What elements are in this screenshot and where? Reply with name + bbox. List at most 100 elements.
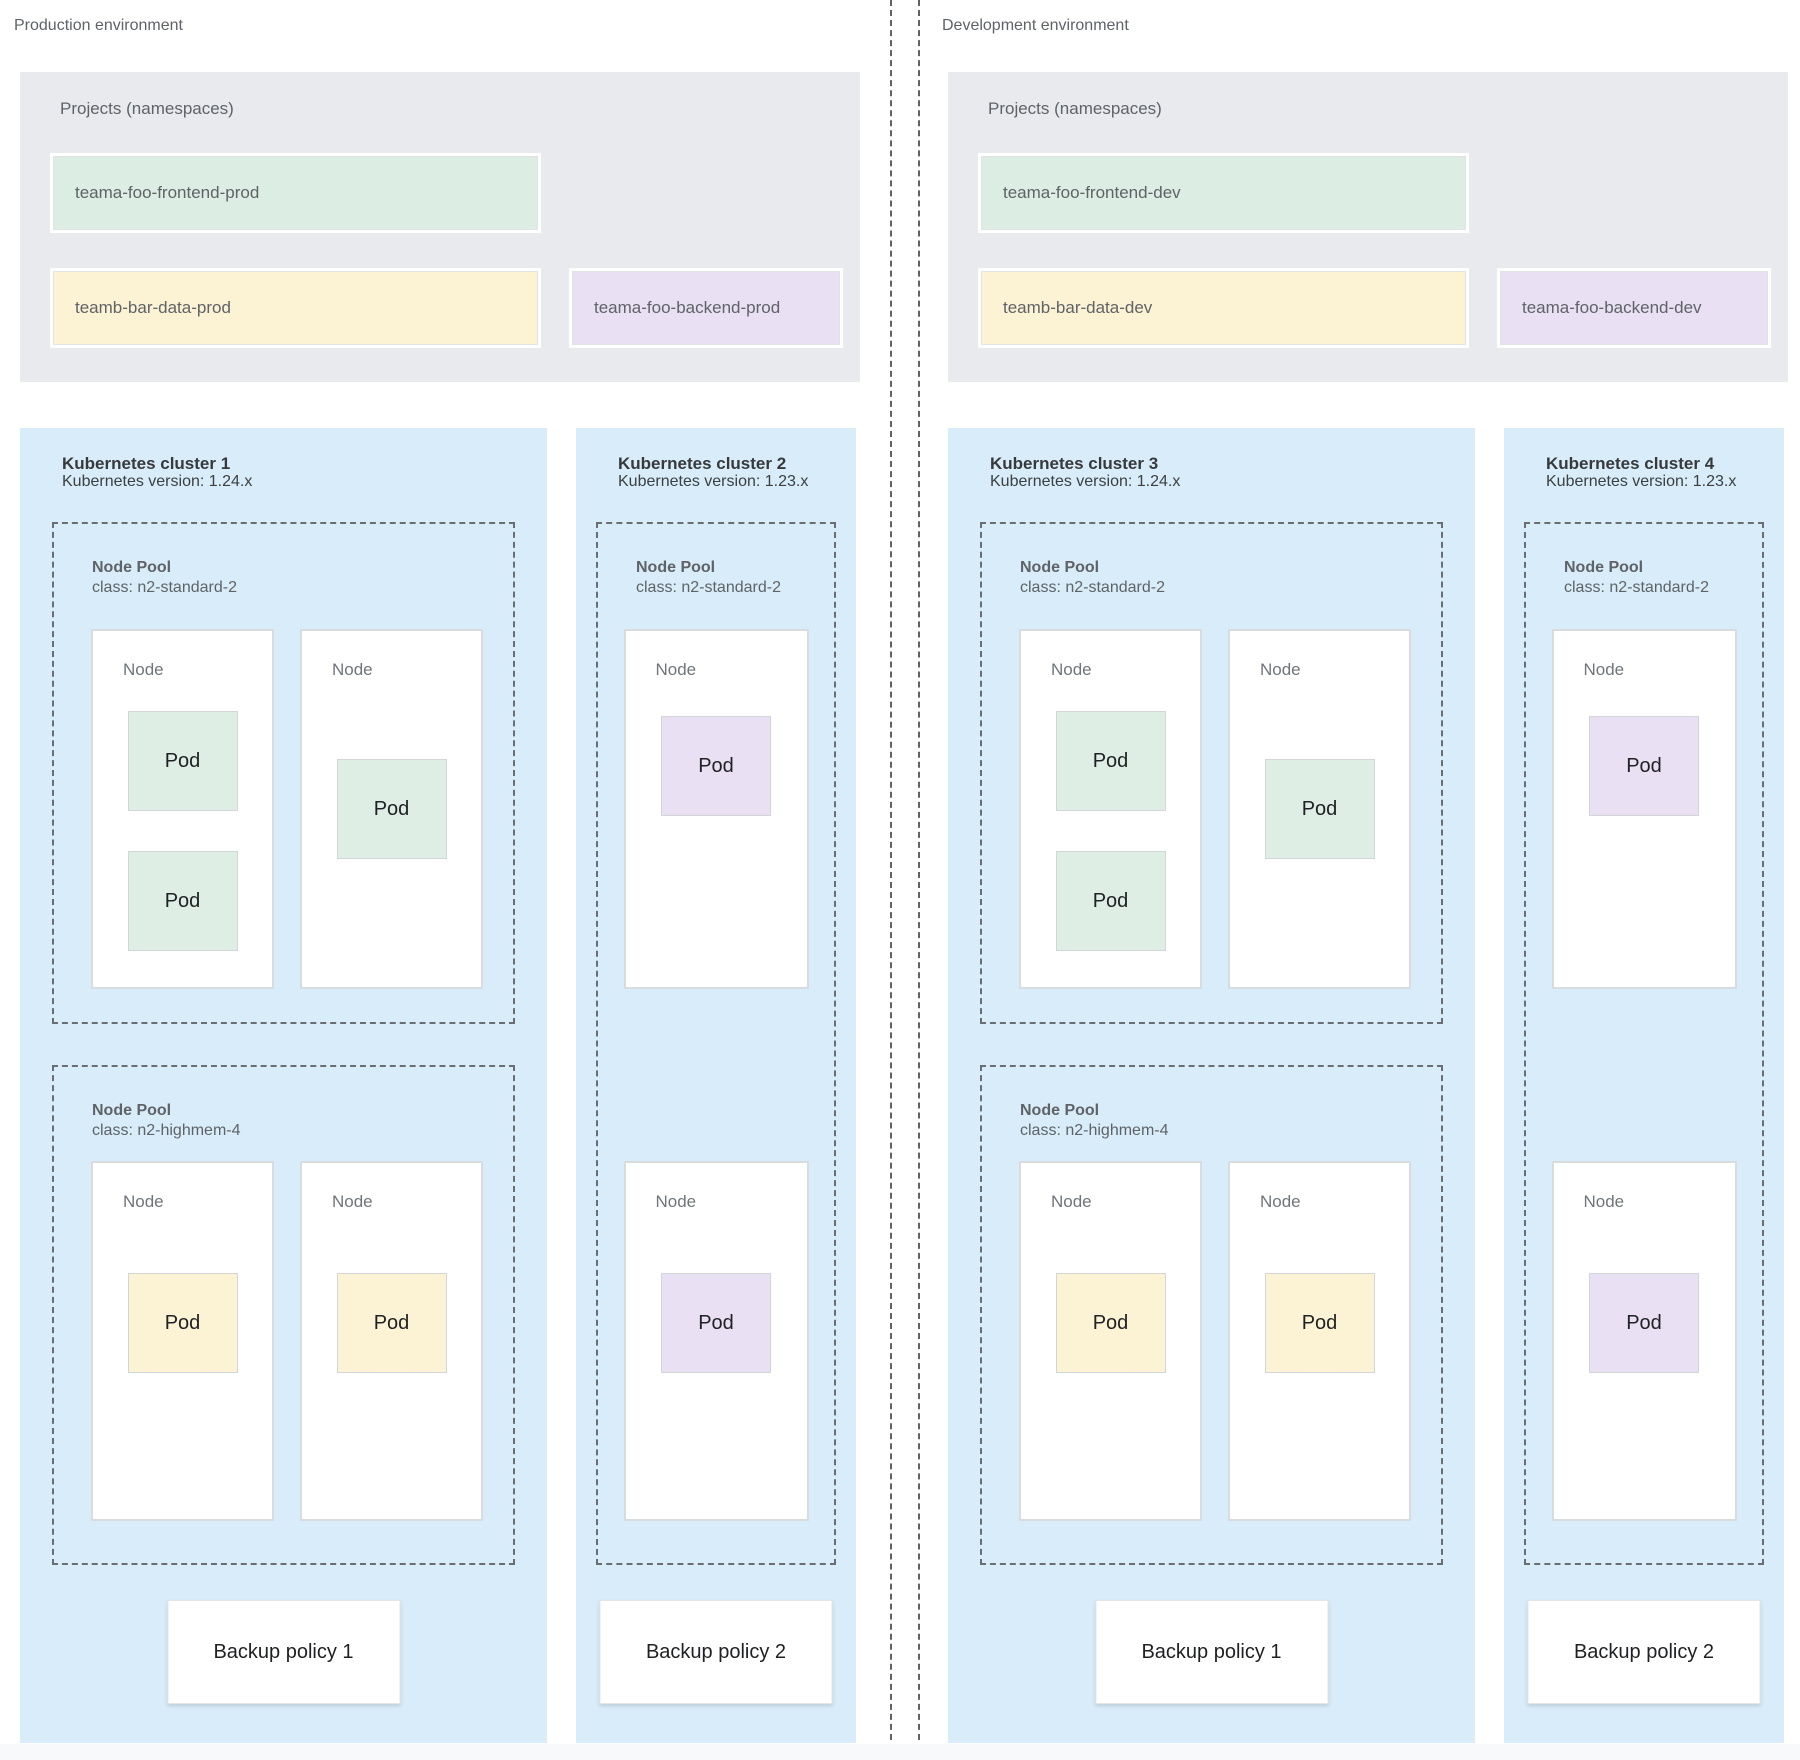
cluster-version: Kubernetes version: 1.24.x xyxy=(62,473,253,490)
cluster-version: Kubernetes version: 1.24.x xyxy=(990,473,1181,490)
backup-policy-box: Backup policy 2 xyxy=(599,1600,833,1704)
node-box: Node Pod xyxy=(300,1161,483,1521)
pods: Pod xyxy=(302,759,481,859)
backup-policy-box: Backup policy 2 xyxy=(1527,1600,1761,1704)
cluster-title: Kubernetes cluster 4 xyxy=(1546,454,1715,473)
pod-label: Pod xyxy=(698,754,734,777)
namespace-data: teamb-bar-data-dev xyxy=(978,268,1469,348)
node-pool-label: Node Pool xyxy=(1020,559,1100,576)
node-box: Node Pod xyxy=(623,1161,809,1521)
node-box: Node Pod xyxy=(1228,1161,1411,1521)
pods: Pod xyxy=(626,1273,807,1373)
cluster-version: Kubernetes version: 1.23.x xyxy=(1546,473,1737,490)
pod-box: Pod xyxy=(127,1273,238,1373)
node-label: Node xyxy=(1583,1192,1625,1211)
node-box: Node Pod xyxy=(1228,629,1411,989)
pods: Pod xyxy=(1554,1273,1735,1373)
node-label: Node xyxy=(123,660,164,679)
namespace-label: teama-foo-frontend-prod xyxy=(75,183,260,202)
pods: Pod xyxy=(1230,1273,1409,1373)
pod-box: Pod xyxy=(1264,1273,1375,1373)
kubernetes-cluster-3: Kubernetes cluster 3 Kubernetes version:… xyxy=(948,428,1475,1743)
cluster-version: Kubernetes version: 1.23.x xyxy=(618,473,809,490)
node-pool-label: Node Pool xyxy=(92,1102,172,1119)
node-label: Node xyxy=(1260,660,1301,679)
namespace-backend: teama-foo-backend-prod xyxy=(569,268,843,348)
pod-label: Pod xyxy=(164,1311,201,1334)
pod-box: Pod xyxy=(1055,711,1166,811)
pod-label: Pod xyxy=(1301,1311,1338,1334)
pods: Pod xyxy=(1554,716,1735,816)
node-pool-class: class: n2-standard-2 xyxy=(636,579,781,596)
node-pool-class: class: n2-standard-2 xyxy=(92,579,237,596)
namespace-label: teamb-bar-data-prod xyxy=(75,298,231,317)
node-pool: Node Pool class: n2-standard-2 Node Pod … xyxy=(52,522,515,1024)
namespace-frontend: teama-foo-frontend-dev xyxy=(978,153,1469,233)
environment-development: Development environment Projects (namesp… xyxy=(942,0,1788,1743)
kubernetes-cluster-1: Kubernetes cluster 1 Kubernetes version:… xyxy=(20,428,547,1743)
clusters-row: Kubernetes cluster 3 Kubernetes version:… xyxy=(948,428,1788,1743)
node-box: Node Pod xyxy=(1019,1161,1202,1521)
node-pool-class: class: n2-standard-2 xyxy=(1020,579,1165,596)
node-label: Node xyxy=(332,660,373,679)
node-label: Node xyxy=(332,1192,373,1211)
kubernetes-cluster-4: Kubernetes cluster 4 Kubernetes version:… xyxy=(1504,428,1784,1743)
node-label: Node xyxy=(1051,1192,1092,1211)
node-box: Node Pod xyxy=(91,1161,274,1521)
pod-box: Pod xyxy=(336,759,447,859)
node-box: Node Pod Pod xyxy=(1019,629,1202,989)
node-pool-class: class: n2-highmem-4 xyxy=(92,1122,241,1139)
node-label: Node xyxy=(1051,660,1092,679)
node-label: Node xyxy=(1583,660,1625,679)
pod-label: Pod xyxy=(164,889,201,912)
node-pool-label: Node Pool xyxy=(1564,559,1644,576)
node-pool: Node Pool class: n2-standard-2 Node Pod … xyxy=(596,522,836,1565)
nodes-row: Node Pod Node Pod xyxy=(1019,1161,1441,1521)
pods: Pod xyxy=(93,1273,272,1373)
node-pool-class: class: n2-highmem-4 xyxy=(1020,1122,1169,1139)
environment-label: Production environment xyxy=(14,17,183,34)
backup-policy-box: Backup policy 1 xyxy=(167,1600,400,1704)
pod-label: Pod xyxy=(698,1311,734,1334)
node-label: Node xyxy=(655,1192,697,1211)
pod-box: Pod xyxy=(1055,1273,1166,1373)
pod-box: Pod xyxy=(1264,759,1375,859)
pod-box: Pod xyxy=(1589,1273,1699,1373)
cutoff-section-edge xyxy=(0,1744,1800,1760)
nodes-row: Node Pod Pod Node Pod xyxy=(1019,629,1441,989)
projects-box: Projects (namespaces) teama-foo-frontend… xyxy=(948,72,1788,382)
node-pool-label: Node Pool xyxy=(636,559,716,576)
node-pool: Node Pool class: n2-standard-2 Node Pod … xyxy=(980,522,1443,1024)
cluster-title: Kubernetes cluster 3 xyxy=(990,454,1159,473)
pod-label: Pod xyxy=(1626,754,1662,777)
node-pool-label: Node Pool xyxy=(1020,1102,1100,1119)
projects-label: Projects (namespaces) xyxy=(988,99,1162,118)
projects-label: Projects (namespaces) xyxy=(60,99,234,118)
cluster-title: Kubernetes cluster 2 xyxy=(618,454,787,473)
cluster-title: Kubernetes cluster 1 xyxy=(62,454,231,473)
backup-policy-box: Backup policy 1 xyxy=(1095,1600,1328,1704)
nodes-row: Node Pod Node Pod xyxy=(91,1161,513,1521)
pod-box: Pod xyxy=(1589,716,1699,816)
node-pool: Node Pool class: n2-highmem-4 Node Pod N… xyxy=(52,1065,515,1565)
node-label: Node xyxy=(655,660,697,679)
pod-label: Pod xyxy=(373,797,410,820)
environment-label: Development environment xyxy=(942,17,1129,34)
namespace-label: teama-foo-backend-dev xyxy=(1522,298,1702,317)
namespace-frontend: teama-foo-frontend-prod xyxy=(50,153,541,233)
environment-production: Production environment Projects (namespa… xyxy=(14,0,860,1743)
pod-label: Pod xyxy=(1301,797,1338,820)
pod-box: Pod xyxy=(1055,851,1166,951)
namespace-backend: teama-foo-backend-dev xyxy=(1497,268,1771,348)
node-pool: Node Pool class: n2-standard-2 Node Pod … xyxy=(1524,522,1764,1565)
pod-box: Pod xyxy=(661,1273,771,1373)
environment-divider-line xyxy=(918,0,920,1760)
pod-label: Pod xyxy=(373,1311,410,1334)
pod-box: Pod xyxy=(127,711,238,811)
clusters-row: Kubernetes cluster 1 Kubernetes version:… xyxy=(20,428,860,1743)
pods: Pod xyxy=(626,716,807,816)
kubernetes-cluster-2: Kubernetes cluster 2 Kubernetes version:… xyxy=(576,428,856,1743)
pods: Pod xyxy=(302,1273,481,1373)
node-label: Node xyxy=(1260,1192,1301,1211)
pods: Pod xyxy=(1230,759,1409,859)
